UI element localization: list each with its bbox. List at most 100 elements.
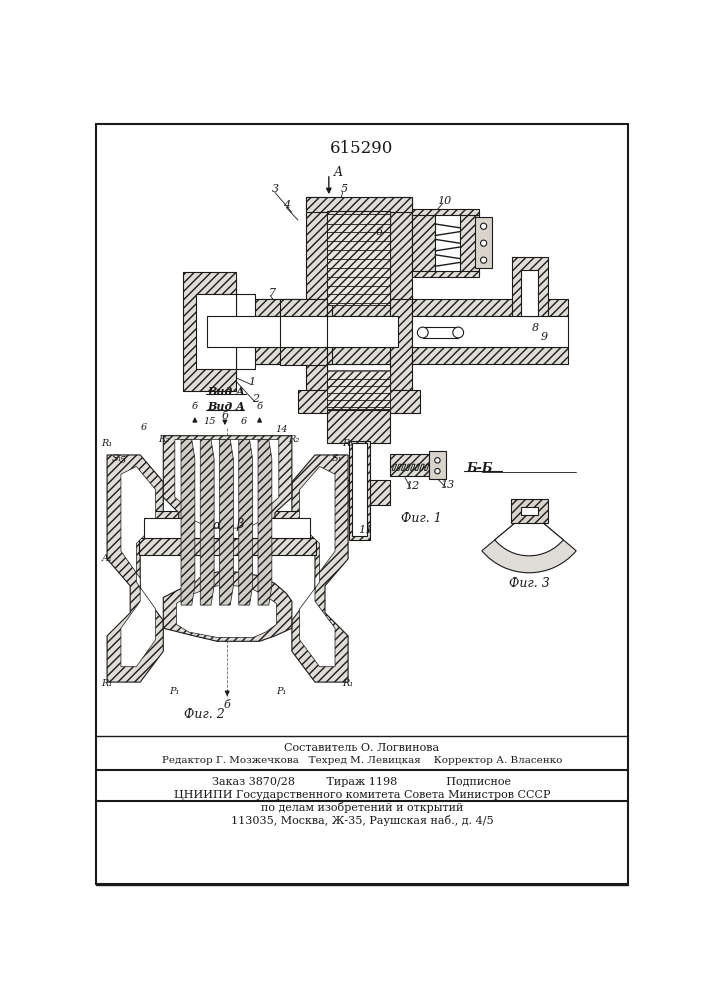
Text: R₁: R₁ bbox=[342, 679, 354, 688]
Polygon shape bbox=[219, 440, 233, 605]
Text: 14: 14 bbox=[275, 425, 287, 434]
Bar bbox=[412, 299, 568, 316]
Text: 1: 1 bbox=[248, 377, 255, 387]
Bar bbox=[305, 197, 327, 305]
Bar bbox=[236, 347, 390, 364]
Text: R₂: R₂ bbox=[288, 435, 300, 444]
Bar bbox=[412, 316, 568, 347]
Bar bbox=[412, 212, 435, 274]
Bar bbox=[521, 270, 538, 316]
Bar bbox=[510, 499, 547, 523]
Bar bbox=[412, 271, 479, 277]
Polygon shape bbox=[200, 440, 214, 605]
Text: Вид A: Вид A bbox=[207, 386, 245, 397]
Polygon shape bbox=[163, 436, 292, 539]
Circle shape bbox=[452, 327, 464, 338]
Text: R₁: R₁ bbox=[102, 439, 112, 448]
Bar bbox=[423, 327, 458, 338]
Polygon shape bbox=[258, 440, 272, 605]
Text: 4: 4 bbox=[283, 200, 290, 210]
Bar bbox=[390, 197, 412, 305]
Bar bbox=[279, 299, 327, 328]
Bar bbox=[236, 294, 255, 369]
Circle shape bbox=[481, 223, 486, 229]
Polygon shape bbox=[239, 440, 252, 605]
Text: Фиг. 2: Фиг. 2 bbox=[184, 708, 225, 721]
Bar bbox=[305, 197, 412, 212]
Bar bbox=[475, 217, 492, 268]
Bar bbox=[207, 347, 392, 364]
Wedge shape bbox=[495, 511, 563, 556]
Bar bbox=[327, 480, 390, 505]
Polygon shape bbox=[175, 440, 279, 528]
Bar bbox=[512, 257, 547, 329]
Circle shape bbox=[481, 257, 486, 263]
Circle shape bbox=[435, 458, 440, 463]
Text: 6: 6 bbox=[375, 227, 382, 237]
Bar bbox=[412, 209, 479, 215]
Circle shape bbox=[417, 327, 428, 338]
Text: S₁: S₁ bbox=[332, 454, 341, 463]
Text: Заказ 3870/28         Тираж 1198              Подписное: Заказ 3870/28 Тираж 1198 Подписное bbox=[212, 777, 511, 787]
Text: R₂: R₂ bbox=[158, 435, 169, 444]
Bar bbox=[207, 299, 392, 316]
Text: 8: 8 bbox=[532, 323, 539, 333]
Text: R₁: R₁ bbox=[102, 679, 112, 688]
Text: 6: 6 bbox=[141, 424, 147, 432]
Bar bbox=[327, 336, 332, 364]
Bar bbox=[327, 299, 332, 328]
Bar bbox=[207, 282, 236, 382]
Bar bbox=[236, 299, 390, 316]
Text: б: б bbox=[221, 411, 228, 421]
Text: по делам изобретений и открытий: по делам изобретений и открытий bbox=[261, 802, 463, 813]
Bar bbox=[327, 410, 390, 443]
Text: ЦНИИПИ Государственного комитета Совета Министров СССР: ЦНИИПИ Государственного комитета Совета … bbox=[174, 790, 550, 800]
Text: Редактор Г. Мозжечкова   Техред М. Левицкая    Корректор А. Власенко: Редактор Г. Мозжечкова Техред М. Левицка… bbox=[162, 756, 562, 765]
Bar bbox=[327, 211, 390, 228]
Text: A₁: A₁ bbox=[102, 554, 112, 563]
Text: 15: 15 bbox=[203, 417, 216, 426]
Text: 3: 3 bbox=[271, 184, 279, 194]
Text: 2: 2 bbox=[252, 394, 259, 404]
Text: 5: 5 bbox=[119, 456, 126, 465]
Text: 6: 6 bbox=[241, 417, 247, 426]
Text: 9: 9 bbox=[541, 332, 548, 342]
Text: 11: 11 bbox=[358, 525, 373, 535]
Polygon shape bbox=[292, 455, 348, 682]
Polygon shape bbox=[107, 455, 163, 682]
Bar bbox=[327, 214, 390, 305]
Bar bbox=[139, 511, 316, 528]
Bar bbox=[390, 299, 412, 391]
Text: R₁: R₁ bbox=[342, 439, 354, 448]
Bar bbox=[327, 370, 390, 409]
Text: α: α bbox=[213, 519, 221, 532]
Text: Вид A: Вид A bbox=[207, 401, 245, 412]
Polygon shape bbox=[163, 572, 292, 641]
Bar bbox=[139, 538, 316, 555]
Text: S₁: S₁ bbox=[112, 454, 122, 463]
Wedge shape bbox=[482, 511, 576, 573]
Bar bbox=[429, 451, 446, 479]
Bar bbox=[207, 316, 398, 347]
Text: 13: 13 bbox=[440, 480, 455, 490]
Bar bbox=[412, 347, 568, 364]
Text: 615290: 615290 bbox=[330, 140, 394, 157]
Bar bbox=[349, 441, 370, 540]
Circle shape bbox=[435, 468, 440, 474]
Bar bbox=[144, 518, 310, 538]
Polygon shape bbox=[121, 466, 156, 667]
Text: 10: 10 bbox=[437, 196, 452, 206]
Text: P₁: P₁ bbox=[276, 687, 286, 696]
Polygon shape bbox=[300, 466, 335, 667]
Circle shape bbox=[481, 240, 486, 246]
Text: 12: 12 bbox=[405, 481, 419, 491]
Polygon shape bbox=[181, 440, 195, 605]
Bar bbox=[390, 454, 429, 476]
Text: Фиг. 3: Фиг. 3 bbox=[508, 577, 549, 590]
Text: б: б bbox=[192, 402, 198, 411]
Text: б: б bbox=[257, 402, 262, 411]
Polygon shape bbox=[176, 586, 276, 637]
Bar bbox=[197, 294, 236, 369]
Text: 7: 7 bbox=[268, 288, 276, 298]
Text: β: β bbox=[237, 518, 244, 531]
